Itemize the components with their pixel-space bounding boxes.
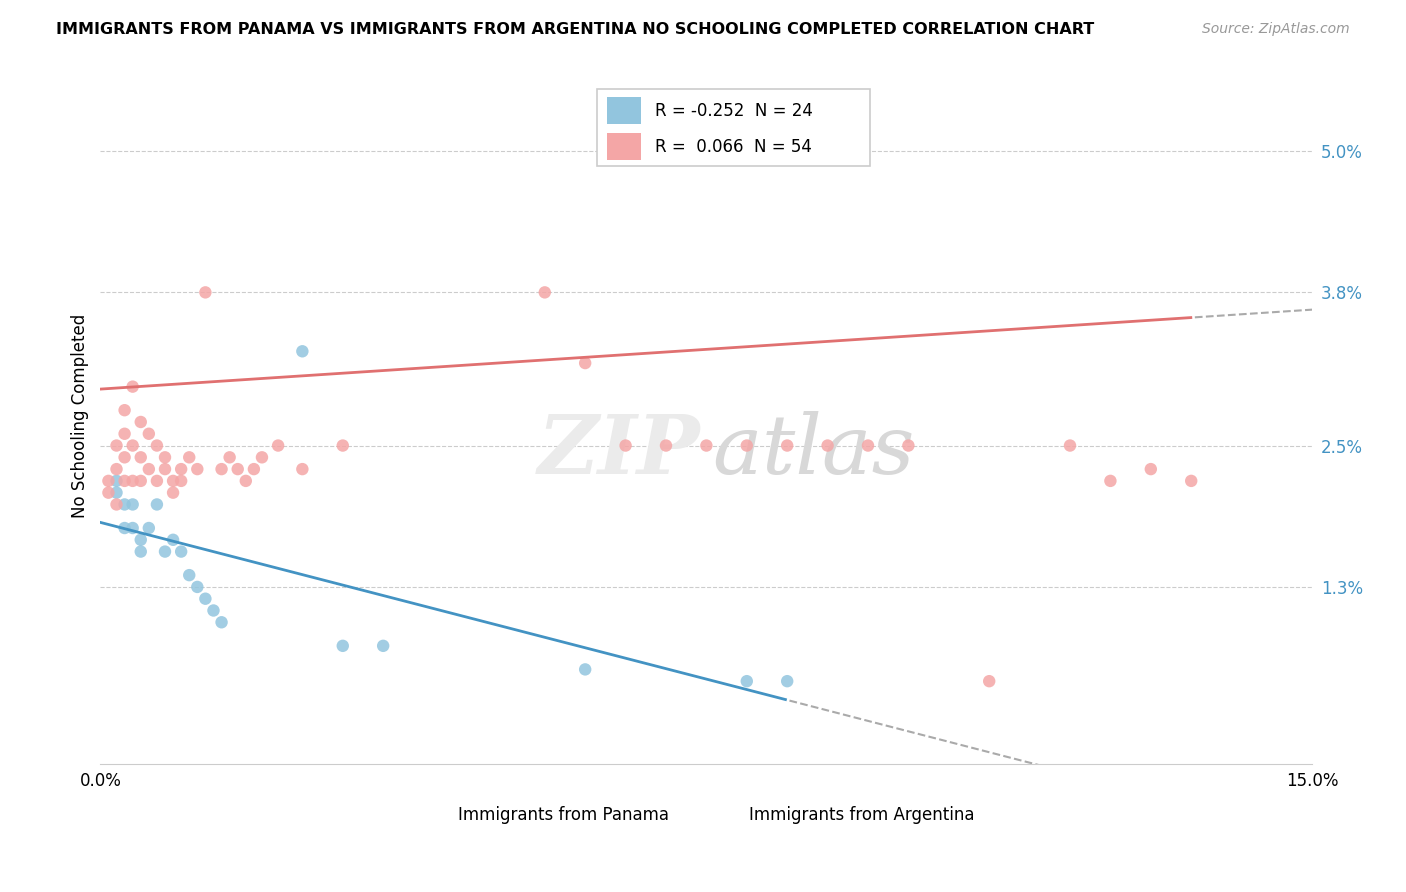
Point: [129, 533, 152, 547]
Point: [226, 462, 249, 476]
Point: [574, 662, 596, 676]
Point: [114, 498, 136, 512]
Point: [776, 438, 799, 452]
Point: [97, 485, 120, 500]
Point: [186, 580, 208, 594]
Point: [250, 450, 273, 465]
Text: Immigrants from Argentina: Immigrants from Argentina: [749, 806, 974, 824]
Point: [170, 462, 193, 476]
Point: [114, 474, 136, 488]
Point: [114, 403, 136, 417]
Point: [194, 591, 217, 606]
Point: [121, 521, 143, 535]
Point: [735, 674, 758, 689]
Point: [129, 544, 152, 558]
Text: ZIP: ZIP: [537, 411, 700, 491]
Point: [218, 450, 240, 465]
Point: [121, 379, 143, 393]
Point: [105, 485, 128, 500]
Point: [162, 485, 184, 500]
Point: [162, 533, 184, 547]
Point: [373, 639, 395, 653]
Point: [817, 438, 839, 452]
Point: [695, 438, 717, 452]
Text: IMMIGRANTS FROM PANAMA VS IMMIGRANTS FROM ARGENTINA NO SCHOOLING COMPLETED CORRE: IMMIGRANTS FROM PANAMA VS IMMIGRANTS FRO…: [56, 22, 1094, 37]
FancyBboxPatch shape: [607, 97, 641, 124]
Point: [114, 426, 136, 441]
Point: [121, 474, 143, 488]
Point: [1059, 438, 1081, 452]
Point: [202, 603, 225, 617]
Point: [1180, 474, 1202, 488]
Text: Immigrants from Panama: Immigrants from Panama: [458, 806, 669, 824]
Point: [291, 462, 314, 476]
Point: [146, 438, 169, 452]
Point: [179, 568, 201, 582]
Point: [614, 438, 637, 452]
Point: [655, 438, 678, 452]
Text: R =  0.066  N = 54: R = 0.066 N = 54: [655, 137, 813, 155]
Point: [129, 415, 152, 429]
Point: [129, 474, 152, 488]
FancyBboxPatch shape: [713, 804, 740, 826]
Point: [267, 438, 290, 452]
Point: [291, 344, 314, 359]
Text: R = -0.252  N = 24: R = -0.252 N = 24: [655, 102, 813, 120]
Point: [243, 462, 266, 476]
Point: [153, 462, 176, 476]
Point: [105, 474, 128, 488]
Text: atlas: atlas: [713, 411, 915, 491]
Point: [105, 438, 128, 452]
Point: [735, 438, 758, 452]
Point: [332, 438, 354, 452]
Text: Source: ZipAtlas.com: Source: ZipAtlas.com: [1202, 22, 1350, 37]
Point: [121, 438, 143, 452]
FancyBboxPatch shape: [598, 89, 870, 166]
Y-axis label: No Schooling Completed: No Schooling Completed: [72, 314, 89, 518]
Point: [146, 498, 169, 512]
FancyBboxPatch shape: [422, 804, 449, 826]
Point: [121, 498, 143, 512]
Point: [235, 474, 257, 488]
Point: [1099, 474, 1122, 488]
Point: [129, 450, 152, 465]
Point: [186, 462, 208, 476]
Point: [162, 474, 184, 488]
FancyBboxPatch shape: [607, 133, 641, 160]
Point: [105, 462, 128, 476]
Point: [211, 462, 233, 476]
Point: [1140, 462, 1163, 476]
Point: [97, 474, 120, 488]
Point: [211, 615, 233, 630]
Point: [332, 639, 354, 653]
Point: [138, 521, 160, 535]
Point: [153, 450, 176, 465]
Point: [105, 498, 128, 512]
Point: [146, 474, 169, 488]
Point: [533, 285, 555, 300]
Point: [138, 462, 160, 476]
Point: [574, 356, 596, 370]
Point: [153, 544, 176, 558]
Point: [856, 438, 879, 452]
Point: [179, 450, 201, 465]
Point: [776, 674, 799, 689]
Point: [138, 426, 160, 441]
Point: [114, 450, 136, 465]
Point: [194, 285, 217, 300]
Point: [897, 438, 920, 452]
Point: [170, 544, 193, 558]
Point: [114, 521, 136, 535]
Point: [979, 674, 1001, 689]
Point: [170, 474, 193, 488]
